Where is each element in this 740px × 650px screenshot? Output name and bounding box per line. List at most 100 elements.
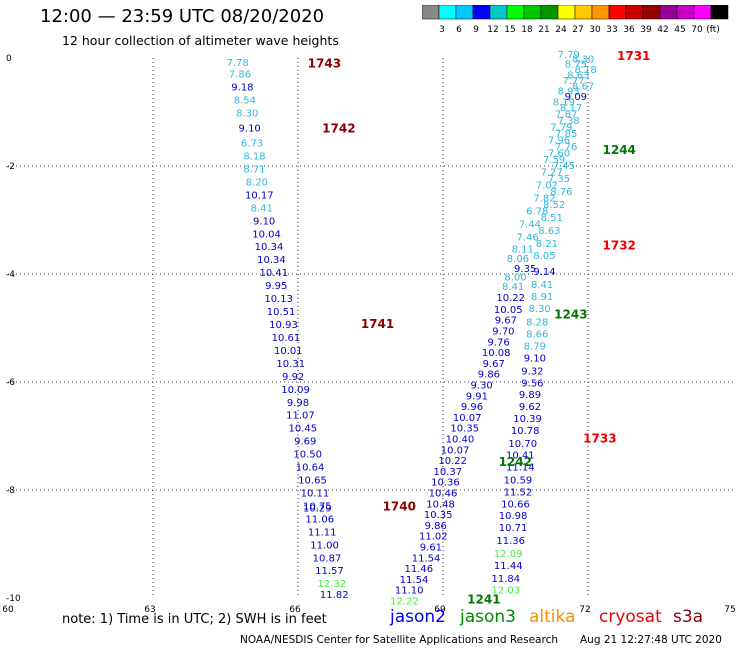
wave-height-point: 10.87: [313, 553, 342, 564]
wave-height-point: 10.35: [450, 424, 479, 435]
wave-height-point: 10.08: [482, 348, 511, 359]
wave-height-point: 9.18: [231, 82, 253, 93]
y-tick-label: -10: [6, 594, 21, 604]
wave-height-point: 9.67: [495, 316, 517, 327]
wave-height-point: 8.30: [236, 108, 258, 119]
wave-height-point: 9.32: [521, 366, 543, 377]
wave-height-point: 10.64: [296, 463, 325, 474]
wave-height-point: 8.19: [553, 98, 575, 109]
wave-height-point: 9.62: [519, 402, 541, 413]
colorbar-tick-label: 21: [538, 25, 549, 35]
wave-height-point: 8.41: [502, 282, 524, 293]
wave-height-point: 10.46: [429, 488, 458, 499]
colorbar-swatch: [710, 5, 729, 20]
wave-height-point: 10.13: [264, 294, 293, 305]
wave-height-point: 7.27: [541, 168, 563, 179]
x-tick-label: 63: [144, 605, 155, 615]
colorbar-tick-label: 12: [487, 25, 498, 35]
colorbar-tick-label: 15: [504, 25, 515, 35]
colorbar-legend: 3 6 9 12 15 18 21 24 27 30 33 36 39 42 45 70 (ft): [422, 5, 729, 35]
wave-height-point: 11.11: [308, 527, 337, 538]
pass-time-label: 1732: [603, 239, 636, 253]
wave-height-point: 10.31: [276, 359, 305, 370]
pass-time-label: 1741: [361, 317, 394, 331]
wave-height-point: 10.51: [267, 307, 296, 318]
wave-height-point: 9.92: [282, 372, 304, 383]
y-tick-label: -2: [6, 162, 15, 172]
x-tick-label: 60: [2, 605, 14, 615]
wave-height-point: 10.65: [298, 476, 327, 487]
wave-height-point: 7.82: [533, 194, 555, 205]
colorbar-tick-label: 42: [657, 25, 668, 35]
legend-altika: altika: [529, 607, 576, 627]
x-tick-label: 72: [579, 605, 590, 615]
wave-height-point: 7.35: [548, 174, 570, 185]
wave-height-point: 10.70: [508, 439, 537, 450]
wave-height-point: 9.09: [565, 92, 587, 103]
wave-height-point: 7.60: [548, 148, 570, 159]
legend-jason3: jason3: [460, 607, 516, 627]
wave-height-point: 10.22: [438, 456, 467, 467]
wave-height-point: 8.75: [565, 60, 587, 71]
wave-height-point: 7.59: [543, 155, 565, 166]
wave-height-point: 8.28: [526, 317, 548, 328]
wave-height-point: 10.39: [513, 414, 542, 425]
wave-height-point: 10.48: [426, 499, 455, 510]
legend-s3a: s3a: [673, 607, 704, 627]
wave-height-point: 9.98: [287, 398, 309, 409]
pass-time-label: 1241: [467, 592, 500, 606]
wave-height-point: 8.66: [526, 330, 548, 341]
wave-height-point: 10.71: [499, 523, 528, 534]
legend-note: note: 1) Time is in UTC; 2) SWH is in fe…: [62, 612, 327, 627]
pass-time-label: 1242: [499, 455, 532, 469]
wave-height-point: 11.44: [494, 561, 523, 572]
wave-height-point: 7.38: [558, 116, 580, 127]
x-tick-label: 69: [434, 605, 446, 615]
wave-height-point: 10.35: [424, 510, 453, 521]
wave-height-point: 7.44: [519, 220, 541, 231]
wave-height-point: 10.29: [303, 504, 332, 515]
wave-height-point: 8.41: [531, 280, 553, 291]
pass-time-label: 1742: [322, 122, 355, 136]
colorbar-tick-label: 6: [456, 25, 462, 35]
wave-height-point: 10.34: [257, 255, 286, 266]
wave-height-point: 11.82: [320, 590, 349, 601]
wave-height-point: 7.96: [548, 135, 570, 146]
wave-height-point: 10.36: [431, 478, 460, 489]
wave-height-point: 10.05: [494, 305, 523, 316]
wave-height-point: 7.79: [558, 50, 580, 61]
wave-height-point: 8.05: [533, 251, 555, 262]
wave-height-point: 9.30: [471, 380, 493, 391]
legend-jason2: jason2: [390, 607, 446, 627]
colorbar-tick-label: 9: [473, 25, 479, 35]
colorbar-tick-label: 70: [691, 25, 703, 35]
pass-time-label: 1244: [603, 143, 636, 157]
y-tick-label: -4: [6, 270, 15, 280]
wave-height-point: 10.17: [245, 190, 274, 201]
wave-height-point: 10.61: [272, 333, 301, 344]
pass-time-label: 1243: [554, 307, 587, 321]
wave-height-point: 8.63: [538, 226, 560, 237]
wave-height-point: 9.67: [483, 359, 505, 370]
colorbar-tick-label: 24: [555, 25, 567, 35]
wave-height-point: 9.91: [466, 391, 488, 402]
wave-height-point: 10.37: [434, 467, 463, 478]
wave-height-point: 10.07: [453, 413, 482, 424]
wave-height-point: 12.03: [492, 586, 521, 597]
wave-height-point: 9.10: [239, 123, 261, 134]
wave-height-point: 10.09: [281, 385, 310, 396]
pass-time-label: 1733: [583, 431, 616, 445]
pass-time-label: 1731: [617, 49, 650, 63]
wave-height-point: 8.52: [543, 200, 565, 211]
wave-height-point: 10.93: [269, 320, 298, 331]
wave-height-point: 8.71: [243, 164, 265, 175]
wave-height-point: 10.75: [303, 501, 332, 512]
colorbar-tick-label: 30: [589, 25, 601, 35]
wave-height-point: 9.61: [420, 542, 442, 553]
y-tick-label: 0: [6, 54, 12, 64]
colorbar-tick-label: 27: [572, 25, 583, 35]
wave-height-point: 8.21: [536, 239, 558, 250]
wave-height-point: 8.30: [572, 54, 594, 65]
wave-height-point: 11.00: [310, 540, 339, 551]
pass-time-label: 1740: [383, 500, 416, 514]
